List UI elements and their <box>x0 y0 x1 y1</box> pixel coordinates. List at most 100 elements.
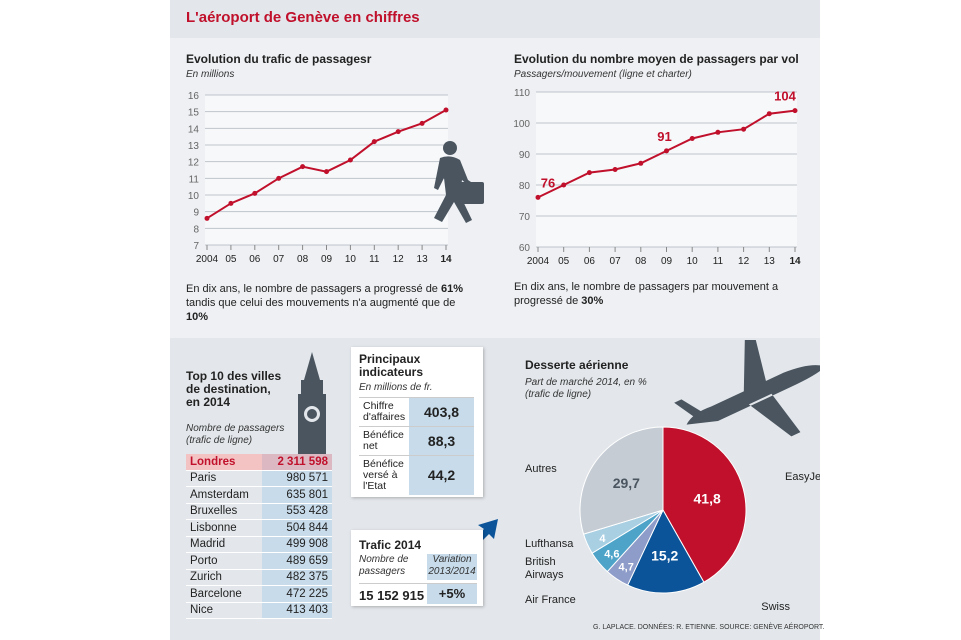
pie-slice-autres <box>579 426 664 535</box>
x-tick-label: 11 <box>369 254 380 265</box>
y-tick-label: 9 <box>193 208 199 219</box>
indicators-title: Principaux indicateurs <box>359 352 424 379</box>
traffic-variation: +5% <box>427 584 477 604</box>
top10-subtitle: Nombre de passagers (trafic de ligne) <box>186 423 285 446</box>
passenger-count: 482 375 <box>262 569 332 586</box>
chart2-title: Evolution du nombre moyen de passagers p… <box>514 52 799 66</box>
data-point <box>300 164 306 170</box>
indicator-label: Bénéfice net <box>359 426 410 456</box>
label-line: British <box>525 556 556 568</box>
passenger-count: 499 908 <box>262 536 332 553</box>
x-tick-label: 11 <box>713 256 724 267</box>
table-row: Zurich 482 375 <box>186 569 332 586</box>
city-name: Londres <box>186 454 262 471</box>
big-ben-icon <box>298 352 326 457</box>
businessman-icon <box>434 141 484 223</box>
slice-name-label: Lufthansa <box>525 538 574 550</box>
pie-title: Desserte aérienne <box>525 358 629 372</box>
traffic-col1: Nombre de passagers <box>359 554 409 577</box>
passenger-count: 489 659 <box>262 552 332 570</box>
x-tick-label: 2004 <box>196 254 219 265</box>
x-tick-label: 13 <box>417 254 429 265</box>
data-point <box>324 169 329 175</box>
chart1-subtitle: En millions <box>186 69 235 80</box>
data-point <box>766 111 772 117</box>
x-tick-label: 09 <box>321 254 333 265</box>
data-point <box>252 190 258 196</box>
traffic-box: Trafic 2014 Nombre de passagers Variatio… <box>351 530 483 606</box>
traffic-value: 15 152 915 <box>359 588 425 603</box>
data-point <box>204 215 210 221</box>
data-point <box>664 148 669 154</box>
x-tick-label: 10 <box>345 254 357 265</box>
data-point <box>689 136 695 141</box>
chart1-svg: 7 8 9 10 11 12 13 14 15 16 2004 05 06 07 08 09 10 11 12 13 1… <box>188 91 452 265</box>
passenger-count: 472 225 <box>262 585 332 603</box>
pie-slice-easyjet <box>662 426 747 583</box>
x-tick-label: 05 <box>558 256 570 267</box>
x-tick-label: 2004 <box>527 256 550 267</box>
data-point <box>371 139 377 145</box>
data-point <box>535 194 541 200</box>
y-tick-label: 70 <box>519 212 531 223</box>
x-tick-label: 08 <box>297 254 309 265</box>
y-tick-label: 110 <box>514 88 530 99</box>
data-label: 76 <box>541 175 555 190</box>
chart2-note: En dix ans, le nombre de passagers par m… <box>514 281 779 307</box>
city-name: Lisbonne <box>186 519 262 537</box>
chart1-note: En dix ans, le nombre de passagers a pro… <box>186 283 464 323</box>
airplane-icon <box>674 340 820 437</box>
x-tick-label: 12 <box>393 254 405 265</box>
y-tick-label: 15 <box>188 108 200 119</box>
data-point <box>228 200 234 206</box>
city-name: Nice <box>186 602 262 619</box>
y-tick-label: 13 <box>188 141 200 152</box>
table-row: Porto 489 659 <box>186 552 332 570</box>
x-tick-label: 12 <box>738 256 750 267</box>
indicator-label: Bénéfice versé à l'Etat <box>359 455 410 495</box>
indicators-subtitle: En millions de fr. <box>359 382 433 393</box>
city-name: Madrid <box>186 536 262 553</box>
city-name: Paris <box>186 470 262 487</box>
y-tick-label: 8 <box>193 224 199 235</box>
table-row: Bénéfice net 88,3 <box>359 426 474 456</box>
table-row: Barcelone 472 225 <box>186 585 332 603</box>
city-name: Porto <box>186 552 262 570</box>
data-label: 104 <box>774 89 796 104</box>
data-point <box>395 129 401 135</box>
slice-value-label: 15,2 <box>651 548 678 564</box>
table-row: Madrid 499 908 <box>186 536 332 553</box>
passenger-count: 504 844 <box>262 519 332 537</box>
y-tick-label: 7 <box>193 241 199 252</box>
slice-value-label: 4,7 <box>619 561 634 573</box>
y-tick-label: 11 <box>189 174 200 185</box>
table-row: Londres 2 311 598 <box>186 454 332 471</box>
slice-name-label: British Airways <box>525 556 564 581</box>
x-tick-label: 09 <box>661 256 673 267</box>
label-line: Airways <box>525 569 564 581</box>
slice-name-label: Swiss <box>761 601 790 613</box>
chart2-svg: 60 70 80 90 100 110 2004 05 06 07 08 09 10 11 12 13 14 76… <box>513 88 801 267</box>
x-tick-label: 14 <box>440 254 452 265</box>
city-name: Barcelone <box>186 585 262 603</box>
slice-value-label: 41,8 <box>694 490 721 506</box>
y-tick-label: 80 <box>519 181 531 192</box>
indicators-box: Principaux indicateurs En millions de fr… <box>351 347 483 497</box>
data-point <box>419 120 425 126</box>
passenger-count: 553 428 <box>262 503 332 520</box>
slice-value-label: 29,7 <box>613 475 640 491</box>
plot-area <box>536 92 797 247</box>
slice-value-label: 4 <box>599 533 606 545</box>
data-point <box>612 167 618 172</box>
table-row: Bruxelles 553 428 <box>186 503 332 520</box>
indicator-value: 44,2 <box>409 455 474 495</box>
indicator-value: 403,8 <box>409 397 474 427</box>
x-tick-label: 07 <box>273 254 285 265</box>
y-tick-label: 10 <box>188 191 200 202</box>
x-tick-label: 08 <box>635 256 647 267</box>
city-name: Zurich <box>186 569 262 586</box>
credit: G. LAPLACE. DONNÉES: R. ETIENNE. SOURCE:… <box>593 624 825 631</box>
traffic-col2: Variation 2013/2014 <box>427 554 477 580</box>
slice-name-label: Autres <box>525 463 557 475</box>
chart1-title: Evolution du trafic de passagesr <box>186 52 372 66</box>
